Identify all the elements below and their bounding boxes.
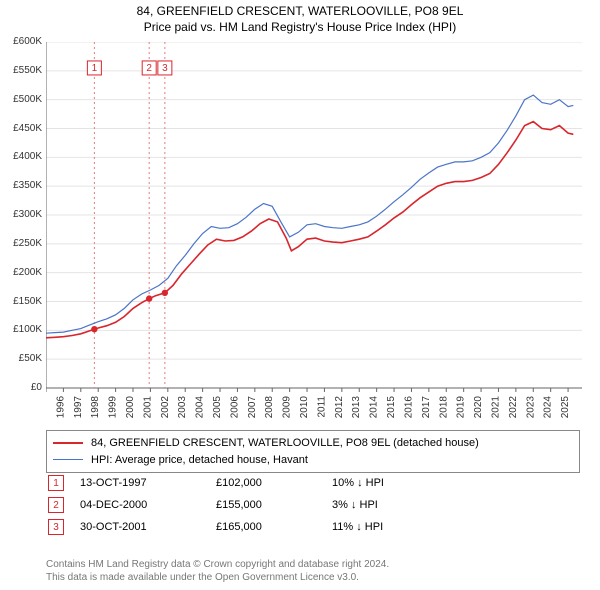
x-tick-label: 2023 xyxy=(525,396,536,419)
x-tick-label: 1997 xyxy=(73,396,84,419)
x-tick-label: 2025 xyxy=(560,396,571,419)
sale-diff: 10% ↓ HPI xyxy=(332,477,472,489)
series-property xyxy=(46,122,573,338)
x-tick-label: 2007 xyxy=(247,396,258,419)
x-tick-label: 2005 xyxy=(212,396,223,419)
y-tick-label: £250K xyxy=(0,238,42,249)
x-tick-label: 2015 xyxy=(386,396,397,419)
y-tick-label: £100K xyxy=(0,324,42,335)
x-tick-label: 2016 xyxy=(403,396,414,419)
y-tick-label: £550K xyxy=(0,65,42,76)
y-tick-label: £450K xyxy=(0,123,42,134)
sale-row-badge: 1 xyxy=(48,475,64,491)
x-tick-label: 2002 xyxy=(160,396,171,419)
sale-date: 04-DEC-2000 xyxy=(80,499,200,511)
x-tick-label: 2021 xyxy=(490,396,501,419)
sale-row-badge: 2 xyxy=(48,497,64,513)
y-tick-label: £150K xyxy=(0,296,42,307)
y-tick-label: £300K xyxy=(0,209,42,220)
sale-row-badge: 3 xyxy=(48,519,64,535)
x-tick-label: 2022 xyxy=(508,396,519,419)
y-tick-label: £0 xyxy=(0,382,42,393)
x-tick-label: 2008 xyxy=(264,396,275,419)
x-tick-label: 2003 xyxy=(177,396,188,419)
sale-diff: 11% ↓ HPI xyxy=(332,521,472,533)
x-tick-label: 2017 xyxy=(421,396,432,419)
sale-row: 1 13-OCT-1997 £102,000 10% ↓ HPI xyxy=(46,472,580,494)
sales-table: 1 13-OCT-1997 £102,000 10% ↓ HPI 2 04-DEC-200… xyxy=(46,472,580,538)
y-tick-label: £600K xyxy=(0,36,42,47)
sale-point xyxy=(91,326,97,332)
x-tick-label: 1998 xyxy=(90,396,101,419)
x-tick-label: 2019 xyxy=(456,396,467,419)
page: 84, GREENFIELD CRESCENT, WATERLOOVILLE, … xyxy=(0,0,600,590)
chart-svg: 1995 1996 1997 1998 1999 2000 2001 2002 2003 2004… xyxy=(46,42,586,422)
title-subtitle: Price paid vs. HM Land Registry's House … xyxy=(0,20,600,36)
sale-badge-num: 3 xyxy=(162,63,168,74)
legend-label: 84, GREENFIELD CRESCENT, WATERLOOVILLE, … xyxy=(91,435,479,452)
x-tick-label: 1996 xyxy=(55,396,66,419)
title-address: 84, GREENFIELD CRESCENT, WATERLOOVILLE, … xyxy=(0,4,600,20)
sale-price: £155,000 xyxy=(216,499,316,511)
legend-row: HPI: Average price, detached house, Hava… xyxy=(53,452,573,469)
x-tick-label: 2011 xyxy=(316,396,327,418)
sale-date: 13-OCT-1997 xyxy=(80,477,200,489)
x-tick-label: 2010 xyxy=(299,396,310,419)
x-tick-label: 2006 xyxy=(229,396,240,419)
sale-price: £102,000 xyxy=(216,477,316,489)
sale-point xyxy=(146,295,152,301)
attribution-line2: This data is made available under the Op… xyxy=(46,571,389,584)
sale-diff: 3% ↓ HPI xyxy=(332,499,472,511)
y-tick-label: £400K xyxy=(0,151,42,162)
y-tick-label: £200K xyxy=(0,267,42,278)
x-tick-label: 2013 xyxy=(351,396,362,419)
x-tick-label: 2024 xyxy=(543,396,554,419)
x-tick-label: 2009 xyxy=(282,396,293,419)
sale-badge-num: 1 xyxy=(92,63,98,74)
legend-row: 84, GREENFIELD CRESCENT, WATERLOOVILLE, … xyxy=(53,435,573,452)
legend-label: HPI: Average price, detached house, Hava… xyxy=(91,452,308,469)
x-tick-label: 1999 xyxy=(108,396,119,419)
legend-swatch xyxy=(53,442,83,444)
attribution: Contains HM Land Registry data © Crown c… xyxy=(46,558,389,584)
chart: 1995 1996 1997 1998 1999 2000 2001 2002 2003 2004… xyxy=(46,42,586,422)
sale-row: 2 04-DEC-2000 £155,000 3% ↓ HPI xyxy=(46,494,580,516)
sale-point xyxy=(162,290,168,296)
x-tick-label: 2018 xyxy=(438,396,449,419)
legend-swatch xyxy=(53,459,83,460)
chart-title: 84, GREENFIELD CRESCENT, WATERLOOVILLE, … xyxy=(0,0,600,35)
y-tick-label: £50K xyxy=(0,353,42,364)
sale-badge-num: 2 xyxy=(146,63,152,74)
x-tick-label: 1995 xyxy=(46,396,49,419)
x-tick-label: 2001 xyxy=(142,396,153,419)
x-tick-label: 2014 xyxy=(369,396,380,419)
series-hpi xyxy=(46,95,573,333)
x-tick-label: 2020 xyxy=(473,396,484,419)
sale-row: 3 30-OCT-2001 £165,000 11% ↓ HPI xyxy=(46,516,580,538)
sale-price: £165,000 xyxy=(216,521,316,533)
x-tick-label: 2004 xyxy=(195,396,206,419)
legend: 84, GREENFIELD CRESCENT, WATERLOOVILLE, … xyxy=(46,430,580,473)
x-tick-label: 2012 xyxy=(334,396,345,419)
sale-date: 30-OCT-2001 xyxy=(80,521,200,533)
y-tick-label: £500K xyxy=(0,94,42,105)
x-tick-label: 2000 xyxy=(125,396,136,419)
y-tick-label: £350K xyxy=(0,180,42,191)
attribution-line1: Contains HM Land Registry data © Crown c… xyxy=(46,558,389,571)
